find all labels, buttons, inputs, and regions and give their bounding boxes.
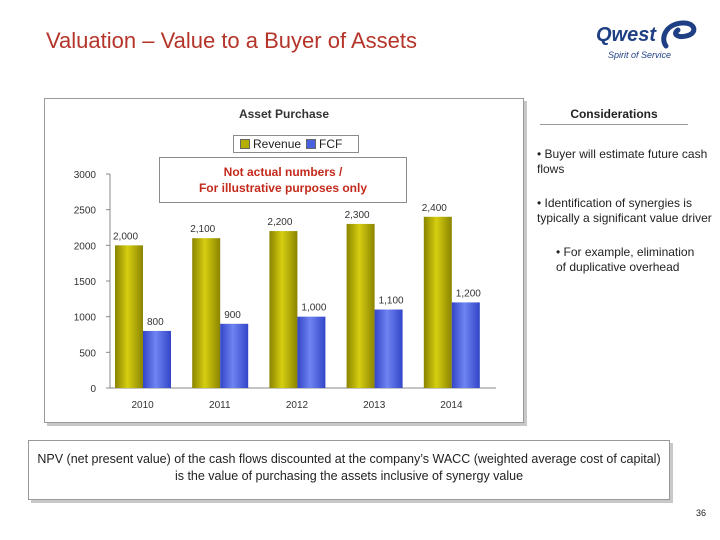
page-number: 36 [696, 508, 707, 518]
fcf-data-label: 1,200 [456, 288, 481, 299]
y-tick-label: 1500 [74, 277, 97, 288]
fcf-data-label: 1,000 [301, 303, 326, 314]
y-tick-label: 2500 [74, 206, 97, 217]
fcf-bar [220, 323, 249, 388]
fcf-data-label: 800 [147, 317, 164, 328]
x-tick-label: 2011 [209, 400, 231, 411]
legend-item-fcf: FCF [306, 137, 342, 151]
revenue-data-label: 2,000 [113, 231, 138, 242]
considerations-divider [540, 124, 688, 125]
legend-swatch-revenue [240, 139, 250, 149]
revenue-data-label: 2,400 [422, 203, 447, 214]
y-tick-label: 0 [90, 384, 96, 395]
qwest-logo: Qwest Spirit of Service [586, 20, 706, 66]
slide-title: Valuation – Value to a Buyer of Assets [46, 28, 417, 53]
y-tick-label: 500 [79, 348, 96, 359]
fcf-bar [143, 330, 171, 388]
revenue-bar [346, 223, 375, 388]
revenue-data-label: 2,100 [190, 224, 215, 235]
logo-wordmark: Qwest [596, 24, 657, 46]
revenue-data-label: 2,300 [345, 210, 370, 221]
illustrative-note-line1: Not actual numbers / [223, 165, 343, 179]
chart-legend: Revenue FCF [233, 135, 359, 153]
revenue-data-label: 2,200 [267, 217, 292, 228]
x-tick-label: 2012 [286, 400, 309, 411]
y-tick-label: 1000 [74, 313, 97, 324]
fcf-data-label: 900 [224, 310, 241, 321]
legend-swatch-fcf [306, 139, 316, 149]
x-tick-label: 2014 [440, 400, 463, 411]
npv-callout: NPV (net present value) of the cash flow… [28, 440, 670, 500]
illustrative-note-line2: For illustrative purposes only [198, 181, 368, 195]
fcf-bar [297, 316, 326, 388]
revenue-bar [115, 245, 143, 388]
y-tick-label: 2000 [74, 241, 97, 252]
fcf-data-label: 1,100 [379, 296, 404, 307]
consideration-sub-bullet: • For example, elimination of duplicativ… [556, 245, 695, 274]
revenue-bar [423, 216, 452, 388]
legend-item-revenue: Revenue [240, 137, 301, 151]
consideration-bullet-2: • Identification of synergies is typical… [537, 196, 712, 225]
logo-swoosh-icon [661, 20, 697, 49]
bar-chart: 0 500 1000 1500 2000 2500 3000 2,000 800 2010 2,10… [74, 170, 496, 411]
chart-title: Asset Purchase [238, 107, 330, 121]
legend-label-revenue: Revenue [253, 137, 302, 151]
revenue-bar [192, 238, 221, 388]
legend-label-fcf: FCF [319, 137, 343, 151]
logo-tagline: Spirit of Service [608, 50, 672, 60]
revenue-bar [269, 231, 298, 388]
fcf-bar [374, 309, 403, 388]
x-tick-label: 2013 [363, 400, 386, 411]
illustrative-note: Not actual numbers / For illustrative pu… [159, 157, 407, 203]
consideration-bullet-1: • Buyer will estimate future cash flows [537, 147, 708, 176]
fcf-bar [451, 302, 480, 388]
considerations-title: Considerations [570, 107, 658, 121]
npv-text: NPV (net present value) of the cash flow… [37, 452, 661, 483]
x-tick-label: 2010 [131, 400, 154, 411]
y-tick-label: 3000 [74, 170, 97, 181]
